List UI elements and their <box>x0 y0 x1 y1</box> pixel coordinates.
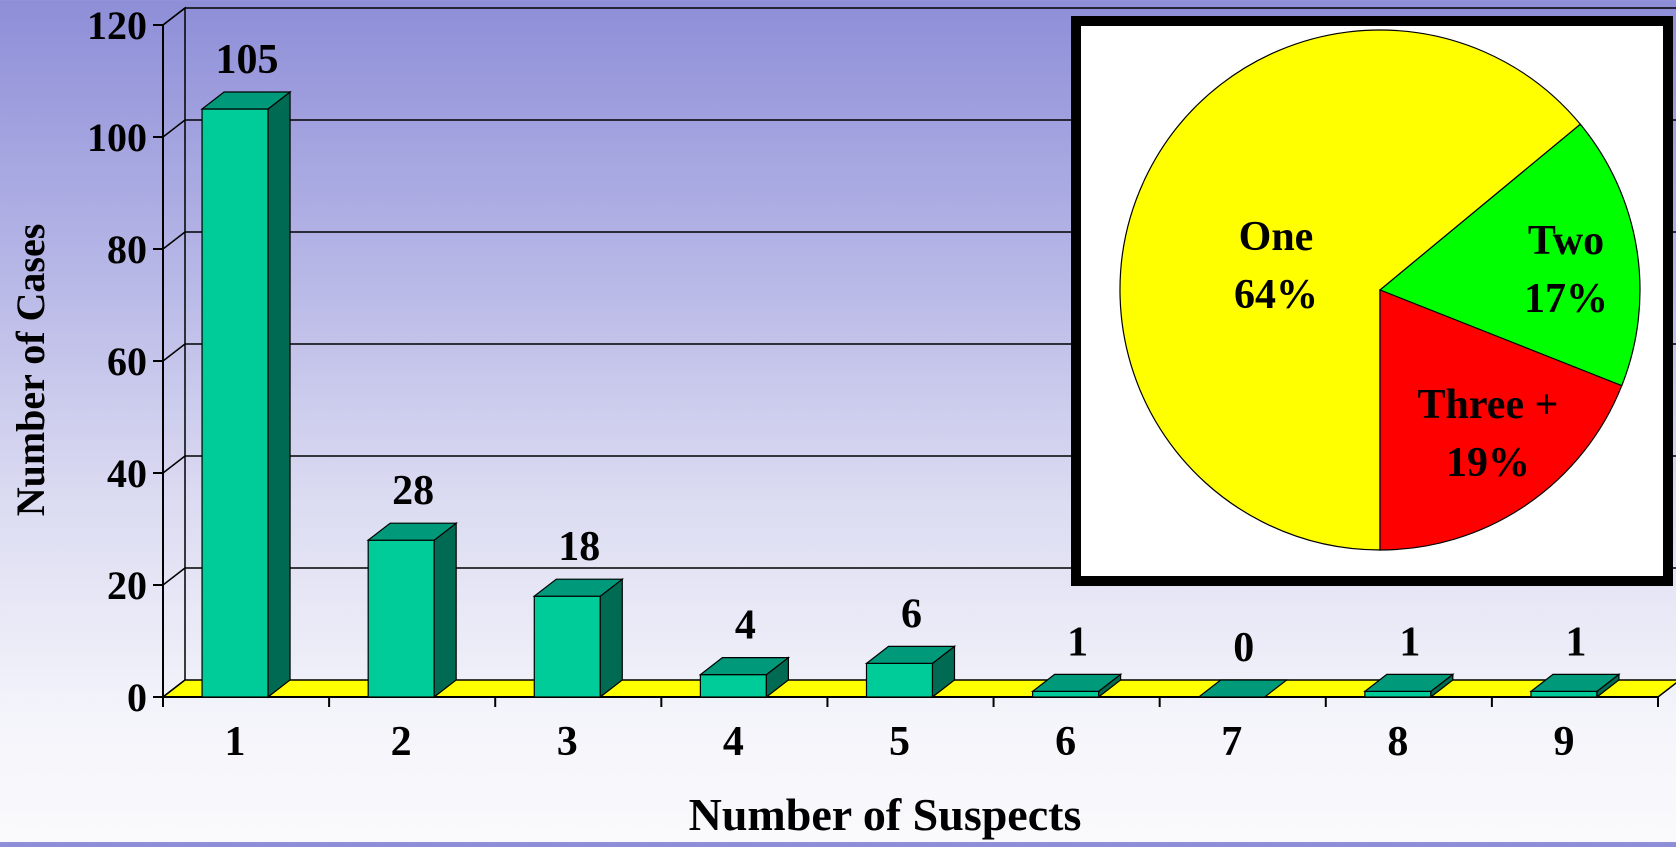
data-label-4: 4 <box>735 603 756 649</box>
pie-inset: One 64% Two 17% Three + 19% <box>1071 16 1673 586</box>
y-axis-title: Number of Cases <box>8 224 53 517</box>
gridline-diagonal <box>162 119 186 138</box>
y-tick-label: 80 <box>107 227 147 272</box>
bar-face <box>699 673 767 698</box>
bar-top <box>864 645 957 665</box>
x-tick-label: 9 <box>1553 719 1574 765</box>
pie-label-1: Two <box>1528 218 1604 264</box>
x-tick-label: 3 <box>557 719 578 765</box>
gridline-diagonal <box>162 7 186 26</box>
pie-label-2: Three + <box>1418 382 1559 428</box>
pie-percent-0: 64% <box>1234 272 1318 318</box>
gridline-diagonal <box>162 231 186 250</box>
gridline-diagonal <box>162 455 186 474</box>
bar-top <box>698 656 791 676</box>
bar-face <box>1364 690 1432 698</box>
bar-top <box>1529 673 1621 693</box>
bar-side <box>267 90 291 699</box>
pie-percent-2: 19% <box>1446 440 1530 486</box>
y-tick-label: 120 <box>87 3 147 48</box>
x-tick-label: 1 <box>225 719 246 765</box>
bar-8 <box>1363 673 1455 699</box>
x-tick-label: 7 <box>1221 719 1242 765</box>
bar-face <box>865 662 934 698</box>
bar-9 <box>1529 673 1621 699</box>
data-label-6: 1 <box>1067 619 1088 665</box>
bar-top <box>532 578 625 597</box>
bar-top <box>1363 673 1455 693</box>
bar-face <box>367 539 435 698</box>
x-axis-title: Number of Suspects <box>689 789 1082 840</box>
data-label-3: 18 <box>558 524 600 570</box>
bar-1 <box>200 90 292 699</box>
y-tick-label: 60 <box>107 339 147 384</box>
bar-face <box>1530 690 1598 698</box>
y-tick-label: 0 <box>127 675 147 720</box>
gridline-diagonal <box>162 567 186 586</box>
x-tick-label: 5 <box>889 719 910 765</box>
bar-face <box>1032 690 1100 698</box>
pie-slice-three <box>1379 289 1623 551</box>
y-tick-label: 40 <box>107 451 147 496</box>
bar-side <box>433 521 457 699</box>
data-label-7: 0 <box>1233 625 1254 671</box>
data-label-9: 1 <box>1565 619 1586 665</box>
bar-2 <box>366 521 458 699</box>
x-tick-label: 2 <box>391 719 412 765</box>
pie-label-0: One <box>1239 214 1314 260</box>
pie-slice-one <box>1119 29 1582 551</box>
bar-face <box>201 108 269 698</box>
data-label-5: 6 <box>901 591 922 637</box>
pie-slice-two <box>1378 123 1641 387</box>
bar-6 <box>1030 673 1123 699</box>
gridline-diagonal <box>162 343 186 362</box>
chart-bars <box>200 90 1621 699</box>
data-label-8: 1 <box>1399 619 1420 665</box>
x-tick-label: 8 <box>1387 719 1408 765</box>
x-tick-label: 4 <box>723 719 744 765</box>
bar-top <box>366 522 458 541</box>
pie-percent-1: 17% <box>1524 276 1608 322</box>
bar-4 <box>698 656 791 699</box>
x-tick-label: 6 <box>1055 719 1076 765</box>
bar-face <box>533 595 601 698</box>
y-tick-label: 100 <box>87 115 147 160</box>
bar-5 <box>864 645 957 699</box>
data-label-1: 105 <box>216 37 279 83</box>
bar-top <box>1030 673 1123 693</box>
bar-side <box>599 577 623 699</box>
bar-3 <box>532 577 625 699</box>
data-label-2: 28 <box>392 468 434 514</box>
y-tick-label: 20 <box>107 563 147 608</box>
bar-top <box>200 91 292 110</box>
bar-top <box>1196 679 1289 698</box>
bar-7 <box>1196 679 1289 698</box>
